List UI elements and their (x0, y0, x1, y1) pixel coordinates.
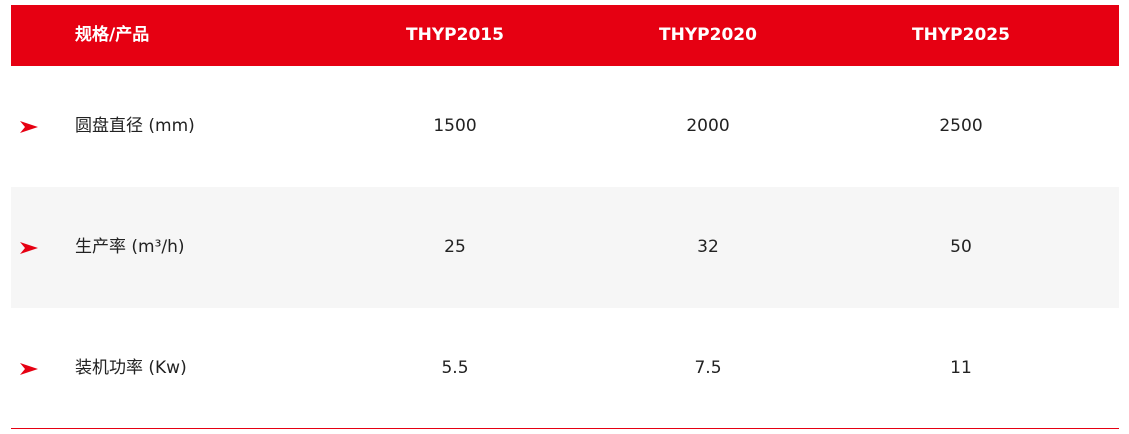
bottom-rule (11, 428, 1119, 429)
arrow-shape (20, 121, 38, 133)
value-cell: 50 (950, 237, 972, 257)
value-cell: 5.5 (441, 358, 469, 378)
arrow-shape (20, 363, 38, 375)
table-row: 装机功率 (Kw) 5.5 7.5 11 (11, 308, 1119, 429)
table-row: 生产率 (m³/h) 25 32 50 (11, 187, 1119, 308)
header-cell: THYP2025 (912, 25, 1010, 45)
row-label: 圆盘直径 (mm) (75, 116, 195, 136)
row-label: 装机功率 (Kw) (75, 358, 187, 378)
value-cell: 11 (950, 358, 972, 378)
table-header: 规格/产品 THYP2015 THYP2020 THYP2025 (11, 5, 1119, 66)
header-cell: 规格/产品 (75, 25, 150, 45)
value-cell: 2500 (939, 116, 983, 136)
header-cell: THYP2015 (406, 25, 504, 45)
value-cell: 32 (697, 237, 719, 257)
value-cell: 2000 (686, 116, 730, 136)
row-arrow (20, 242, 38, 254)
value-cell: 25 (444, 237, 466, 257)
arrow-shape (20, 242, 38, 254)
value-cell: 7.5 (694, 358, 722, 378)
header-cell: THYP2020 (659, 25, 757, 45)
row-arrow (20, 121, 38, 133)
row-arrow (20, 363, 38, 375)
row-label: 生产率 (m³/h) (75, 237, 185, 257)
value-cell: 1500 (433, 116, 477, 136)
table-row: 圆盘直径 (mm) 1500 2000 2500 (11, 66, 1119, 187)
